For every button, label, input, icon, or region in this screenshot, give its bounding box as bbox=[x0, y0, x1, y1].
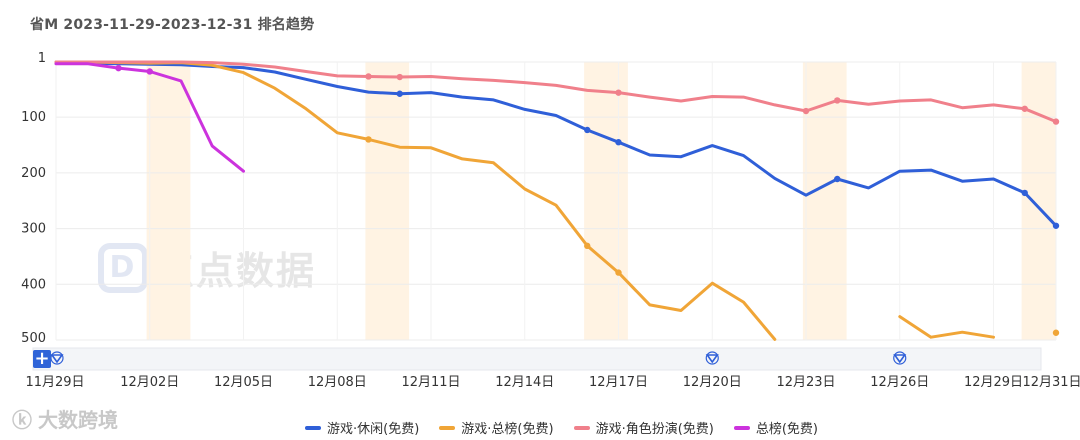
x-axis-ticks: 11月29日 12月02日 12月05日 12月08日 12月11日 12月14日 12月1… bbox=[25, 375, 1080, 390]
legend-label: 游戏·总榜(免费) bbox=[461, 422, 554, 437]
y-tick-label: 400 bbox=[21, 277, 46, 292]
slider-track[interactable] bbox=[32, 347, 1042, 371]
slider-marker-icon[interactable] bbox=[705, 351, 719, 365]
x-tick-label: 12月08日 bbox=[308, 375, 367, 390]
series-point[interactable] bbox=[146, 68, 153, 75]
slider-marker-shape bbox=[705, 354, 719, 364]
logo-badge-icon: D bbox=[98, 242, 148, 293]
series-point[interactable] bbox=[802, 107, 810, 115]
series-point[interactable] bbox=[365, 136, 372, 143]
y-tick-label: 100 bbox=[21, 110, 46, 125]
series-0 bbox=[54, 61, 1060, 229]
legend-swatch bbox=[439, 425, 456, 430]
x-tick-label: 12月05日 bbox=[214, 375, 273, 390]
legend-label: 游戏·休闲(免费) bbox=[327, 422, 420, 437]
series-segment-1-0 bbox=[898, 315, 995, 339]
series-point[interactable] bbox=[365, 73, 372, 80]
y-tick-label: 1 bbox=[38, 51, 46, 66]
legend-item-3[interactable]: 总榜(免费) bbox=[733, 418, 818, 437]
legend: 游戏·休闲(免费) 游戏·总榜(免费) 游戏·角色扮演(免费) 总榜(免费) bbox=[305, 418, 818, 437]
watermark-text: 大数跨境 bbox=[38, 408, 118, 432]
weekend-bands bbox=[146, 62, 1056, 340]
slider-marker-shape bbox=[50, 354, 64, 364]
slider-marker-ring bbox=[50, 351, 64, 365]
series-point[interactable] bbox=[1021, 189, 1028, 197]
legend-swatch bbox=[573, 425, 590, 430]
x-tick-label: 12月11日 bbox=[401, 375, 460, 390]
legend-swatch bbox=[305, 425, 321, 430]
x-tick-label: 12月02日 bbox=[120, 375, 179, 390]
series-1 bbox=[54, 60, 1060, 341]
series-2 bbox=[54, 60, 1060, 125]
chart-title: 省M 2023-11-29-2023-12-31 排名趋势 bbox=[30, 17, 315, 33]
series-point[interactable] bbox=[615, 269, 622, 276]
legend-swatch bbox=[733, 425, 750, 430]
series-3 bbox=[54, 62, 245, 173]
series-point[interactable] bbox=[834, 175, 841, 183]
y-tick-label: 500 bbox=[21, 331, 46, 346]
source-watermark: ⓚ 大数跨境 bbox=[12, 404, 118, 433]
series-point[interactable] bbox=[584, 242, 591, 250]
series-layer bbox=[54, 60, 1060, 341]
series-point[interactable] bbox=[615, 89, 622, 96]
slider-marker-shape bbox=[893, 354, 907, 364]
legend-item-1[interactable]: 游戏·总榜(免费) bbox=[439, 418, 554, 437]
x-tick-label: 12月31日 bbox=[1022, 375, 1080, 390]
legend-label: 总榜(免费) bbox=[755, 422, 818, 437]
y-tick-label: 300 bbox=[21, 222, 46, 237]
slider-marker-icon[interactable] bbox=[893, 351, 907, 365]
series-point[interactable] bbox=[584, 126, 591, 134]
x-tick-label: 12月20日 bbox=[683, 375, 742, 390]
weekend-band-4 bbox=[1021, 62, 1056, 340]
series-line-0 bbox=[54, 61, 1058, 228]
slider-marker-ring bbox=[893, 351, 907, 365]
grid-lines bbox=[55, 61, 1057, 341]
weekend-band-0 bbox=[146, 62, 191, 340]
y-axis-ticks: 1 100 200 300 400 500 bbox=[21, 51, 46, 346]
legend-label: 游戏·角色扮演(免费) bbox=[595, 422, 714, 437]
series-line-2 bbox=[54, 60, 1058, 124]
series-point[interactable] bbox=[1021, 105, 1028, 112]
zoom-add-button[interactable]: + bbox=[33, 348, 51, 369]
weekend-band-2 bbox=[584, 62, 628, 340]
series-point[interactable] bbox=[615, 139, 622, 146]
date-slider bbox=[32, 347, 1042, 371]
series-point[interactable] bbox=[115, 64, 122, 72]
x-tick-label: 12月14日 bbox=[495, 375, 554, 390]
x-tick-label: 12月17日 bbox=[589, 375, 648, 390]
watermark-logo-icon: ⓚ bbox=[12, 408, 32, 432]
weekend-band-1 bbox=[365, 62, 410, 340]
x-tick-label: 12月29日 bbox=[964, 375, 1023, 390]
x-tick-label: 12月26日 bbox=[870, 375, 929, 390]
y-tick-label: 200 bbox=[21, 166, 46, 181]
legend-item-2[interactable]: 游戏·角色扮演(免费) bbox=[573, 418, 714, 437]
series-point[interactable] bbox=[1052, 222, 1060, 229]
series-point[interactable] bbox=[396, 90, 403, 97]
series-point[interactable] bbox=[396, 73, 403, 81]
x-tick-label: 12月23日 bbox=[776, 375, 835, 390]
series-point[interactable] bbox=[1052, 118, 1060, 125]
x-tick-label: 11月29日 bbox=[25, 375, 84, 390]
legend-item-0[interactable]: 游戏·休闲(免费) bbox=[305, 418, 419, 437]
rank-trend-chart: 1 100 200 300 400 500 11月29日 12月02日 12月05日 12月08… bbox=[21, 51, 1080, 390]
series-point[interactable] bbox=[1052, 329, 1060, 336]
slider-marker-ring bbox=[705, 351, 719, 365]
slider-marker-icon[interactable] bbox=[50, 351, 64, 365]
series-point[interactable] bbox=[834, 97, 841, 104]
